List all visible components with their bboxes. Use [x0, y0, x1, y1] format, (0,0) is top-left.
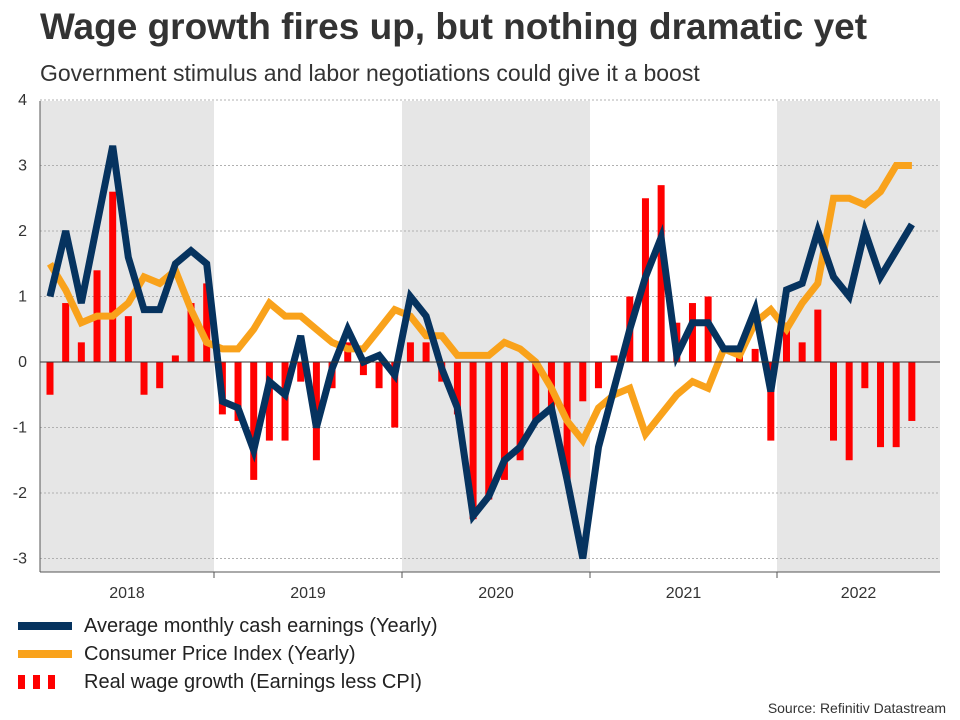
y-tick-label: -1 [13, 420, 27, 437]
bar-real-wage [77, 342, 85, 362]
bar-real-wage [171, 355, 179, 362]
bar-real-wage [391, 362, 399, 428]
bar-real-wage [250, 362, 258, 480]
bar-real-wage [579, 362, 587, 402]
x-tick-label: 2021 [666, 585, 702, 602]
bar-real-wage [845, 362, 853, 461]
bar-real-wage [297, 362, 305, 382]
bar-real-wage [782, 322, 790, 362]
bar-real-wage [62, 303, 70, 362]
legend-label-cpi: Consumer Price Index (Yearly) [84, 642, 356, 665]
bar-real-wage [485, 362, 493, 500]
bar-real-wage [359, 362, 367, 376]
legend-swatch-earnings [18, 622, 72, 630]
y-tick-label: 3 [18, 158, 27, 175]
legend-swatch-cpi [18, 650, 72, 658]
bar-real-wage [688, 303, 696, 362]
series-line-earnings [46, 145, 915, 560]
bar-real-wage [203, 283, 211, 362]
bar-real-wage [610, 355, 618, 362]
y-tick-label: -2 [13, 485, 27, 502]
bar-real-wage [234, 362, 242, 421]
bar-real-wage [187, 303, 195, 362]
legend-swatch-real [18, 675, 72, 689]
bar-real-wage [46, 362, 54, 395]
bar-real-wage [532, 362, 540, 421]
y-tick-label: 2 [18, 223, 27, 240]
y-tick-label: 1 [18, 289, 27, 306]
bar-real-wage [751, 348, 759, 362]
shaded-band-2022 [777, 101, 940, 572]
bar-real-wage [281, 362, 289, 441]
chart-legend: Average monthly cash earnings (Yearly) C… [18, 612, 438, 696]
bar-real-wage [814, 309, 822, 362]
bar-real-wage [265, 362, 273, 441]
bar-real-wage [124, 316, 132, 362]
x-tick-label: 2022 [841, 585, 877, 602]
bar-real-wage [830, 362, 837, 441]
bar-real-wage [453, 362, 461, 415]
legend-item-cpi[interactable]: Consumer Price Index (Yearly) [18, 640, 438, 668]
bar-real-wage [109, 191, 117, 362]
y-tick-label: -3 [13, 551, 27, 568]
bar-real-wage [861, 362, 869, 389]
bar-real-wage [500, 362, 508, 480]
x-tick-label: 2019 [290, 585, 326, 602]
y-tick-label: 0 [18, 354, 27, 371]
bar-real-wage [469, 362, 477, 520]
chart-subtitle: Government stimulus and labor negotiatio… [40, 60, 700, 86]
bar-real-wage [657, 185, 665, 362]
bar-real-wage [422, 342, 430, 362]
bar-real-wage [406, 342, 414, 362]
source-note: Source: Refinitiv Datastream [767, 700, 946, 716]
bar-real-wage [516, 362, 524, 461]
y-tick-label: 4 [18, 92, 27, 109]
bar-real-wage [375, 362, 383, 389]
bar-real-wage [892, 362, 900, 448]
bar-real-wage [877, 362, 885, 448]
legend-label-real: Real wage growth (Earnings less CPI) [84, 670, 422, 693]
bar-real-wage [767, 362, 775, 441]
legend-item-earnings[interactable]: Average monthly cash earnings (Yearly) [18, 612, 438, 640]
bar-real-wage [798, 342, 806, 362]
bar-real-wage [140, 362, 148, 395]
x-tick-label: 2020 [478, 585, 514, 602]
chart-title: Wage growth fires up, but nothing dramat… [40, 6, 868, 47]
bar-real-wage [908, 362, 916, 421]
bar-real-wage [594, 362, 602, 389]
series-line-cpi [47, 162, 912, 448]
legend-item-real[interactable]: Real wage growth (Earnings less CPI) [18, 668, 438, 696]
x-tick-label: 2018 [109, 585, 145, 602]
legend-label-earnings: Average monthly cash earnings (Yearly) [84, 614, 438, 637]
bar-real-wage [156, 362, 164, 389]
